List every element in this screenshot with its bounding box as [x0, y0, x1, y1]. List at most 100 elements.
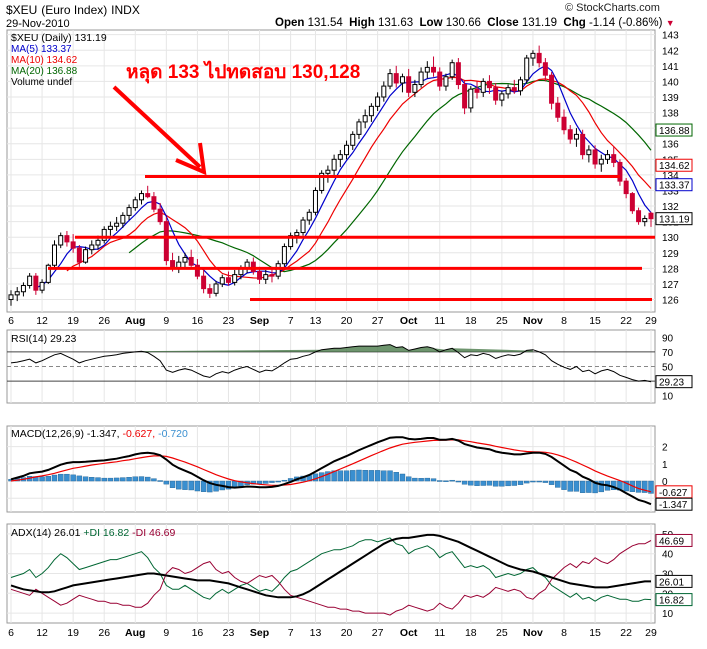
ma10-legend: MA(10) 134.62 [11, 55, 78, 66]
adx-last-tag: 26.01 [659, 577, 684, 588]
macd-hist-bar [356, 469, 362, 482]
ma5-last-tag-box [655, 178, 693, 192]
macd-hist-bar [524, 480, 530, 484]
candle-body [623, 180, 629, 195]
macd-hist-bar [51, 474, 58, 482]
candle-body [337, 154, 343, 160]
y-tick-label: 140 [662, 77, 679, 88]
candle-body [300, 219, 306, 234]
candle-body [319, 172, 325, 191]
x-tick-label: 7 [288, 627, 294, 639]
candle-body [163, 221, 169, 262]
candle-body [201, 275, 207, 290]
x-tick-label: Nov [523, 315, 543, 327]
x-tick-label: 23 [223, 627, 235, 639]
macd-hist-bar [331, 470, 337, 482]
macd-hist-bar [449, 479, 455, 482]
annotation-arrow [112, 85, 202, 169]
macd-hist-bar [592, 480, 598, 494]
ma5-legend: MA(5) 133.37 [11, 44, 72, 55]
close-last-tag-box [655, 212, 693, 226]
candle-body [288, 235, 294, 248]
symbol: $XEU [6, 3, 38, 17]
candle-body [344, 144, 350, 156]
x-tick-label: 13 [310, 315, 322, 327]
candle-body [468, 88, 474, 109]
candle-body [511, 87, 517, 92]
adx-last-tag-box [655, 574, 693, 588]
candle-body [412, 84, 418, 93]
candle-body [33, 275, 39, 291]
minus-di-last-tag-box [655, 533, 693, 547]
down-arrow-icon: ▼ [665, 18, 675, 28]
candle-body [45, 264, 51, 283]
plus-di-line [10, 537, 652, 602]
macd-hist-bar [579, 480, 586, 493]
symbol-title: $XEU (Euro Index) INDX [6, 1, 140, 17]
macd-hist-bar [207, 480, 213, 493]
x-tick-label: 27 [372, 627, 384, 639]
candle-body [431, 66, 437, 73]
rsi-line [10, 344, 652, 383]
adx-legend: ADX(14) 26.01 +DI 16.82 -DI 46.69 [11, 527, 175, 539]
macd-hist-bar [45, 476, 51, 482]
candle-body [219, 277, 225, 285]
y-tick-label: 40 [662, 550, 674, 561]
macd-last-tag: -1.347 [659, 500, 688, 511]
candle-body [120, 214, 126, 224]
candle-body [561, 116, 567, 131]
candle-body [387, 73, 393, 87]
macd-hist-bar [176, 480, 182, 490]
macd-hist-bar [157, 480, 163, 482]
x-tick-label: 20 [341, 315, 353, 327]
x-tick-label: 6 [8, 315, 14, 327]
candle-body [648, 212, 654, 220]
macd-hist-bar [151, 478, 157, 482]
macd-hist-bar [76, 475, 83, 482]
candle-body [629, 193, 635, 212]
x-tick-label: Aug [125, 627, 145, 639]
macd-legend-value: MACD(12,26,9) -1.347, [11, 428, 122, 440]
candle-body [39, 281, 45, 291]
macd-hist-bar [511, 480, 518, 486]
macd-hist-bar [126, 477, 132, 482]
candle-body [611, 154, 617, 163]
macd-hist-bar [387, 470, 393, 482]
macd-hist-bar [64, 473, 70, 482]
macd-hist-bar [82, 476, 89, 482]
x-tick-label: 11 [434, 627, 445, 639]
macd-hist-bar [101, 477, 107, 482]
candle-body [443, 76, 449, 87]
ma5-line [35, 65, 652, 289]
candle-body [406, 76, 412, 93]
candle-body [194, 264, 200, 277]
candle-body [294, 232, 300, 237]
x-tick-label: 19 [67, 315, 79, 327]
macd-hist-bar [430, 478, 437, 482]
macd-hist-bar [474, 480, 480, 486]
candle-body [331, 158, 337, 171]
macd-hist-bar [642, 480, 648, 493]
x-tick-label: 9 [163, 315, 169, 327]
plus-di-last-tag-box [655, 593, 693, 607]
x-tick-label: Nov [523, 627, 543, 639]
minus-di-last-tag: 46.69 [659, 536, 684, 547]
macd-hist-bar [492, 480, 499, 487]
candle-body [188, 256, 194, 266]
macd-hist-bar [58, 473, 64, 482]
x-tick-label: 8 [561, 315, 567, 327]
macd-hist-bar [113, 477, 120, 482]
y-tick-label: 133 [662, 186, 679, 197]
candle-body [375, 96, 381, 107]
candle-body [151, 196, 157, 210]
macd-hist-bar [225, 480, 232, 490]
candle-body [642, 218, 648, 223]
brand-link[interactable]: © StockCharts.com [565, 2, 660, 14]
x-tick-label: 20 [341, 627, 353, 639]
candle-body [462, 84, 468, 109]
y-tick-label: 70 [662, 348, 674, 359]
candle-body [381, 85, 387, 98]
candle-body [132, 199, 138, 209]
candle-body [325, 169, 331, 174]
macd-hist-bar [39, 476, 45, 482]
